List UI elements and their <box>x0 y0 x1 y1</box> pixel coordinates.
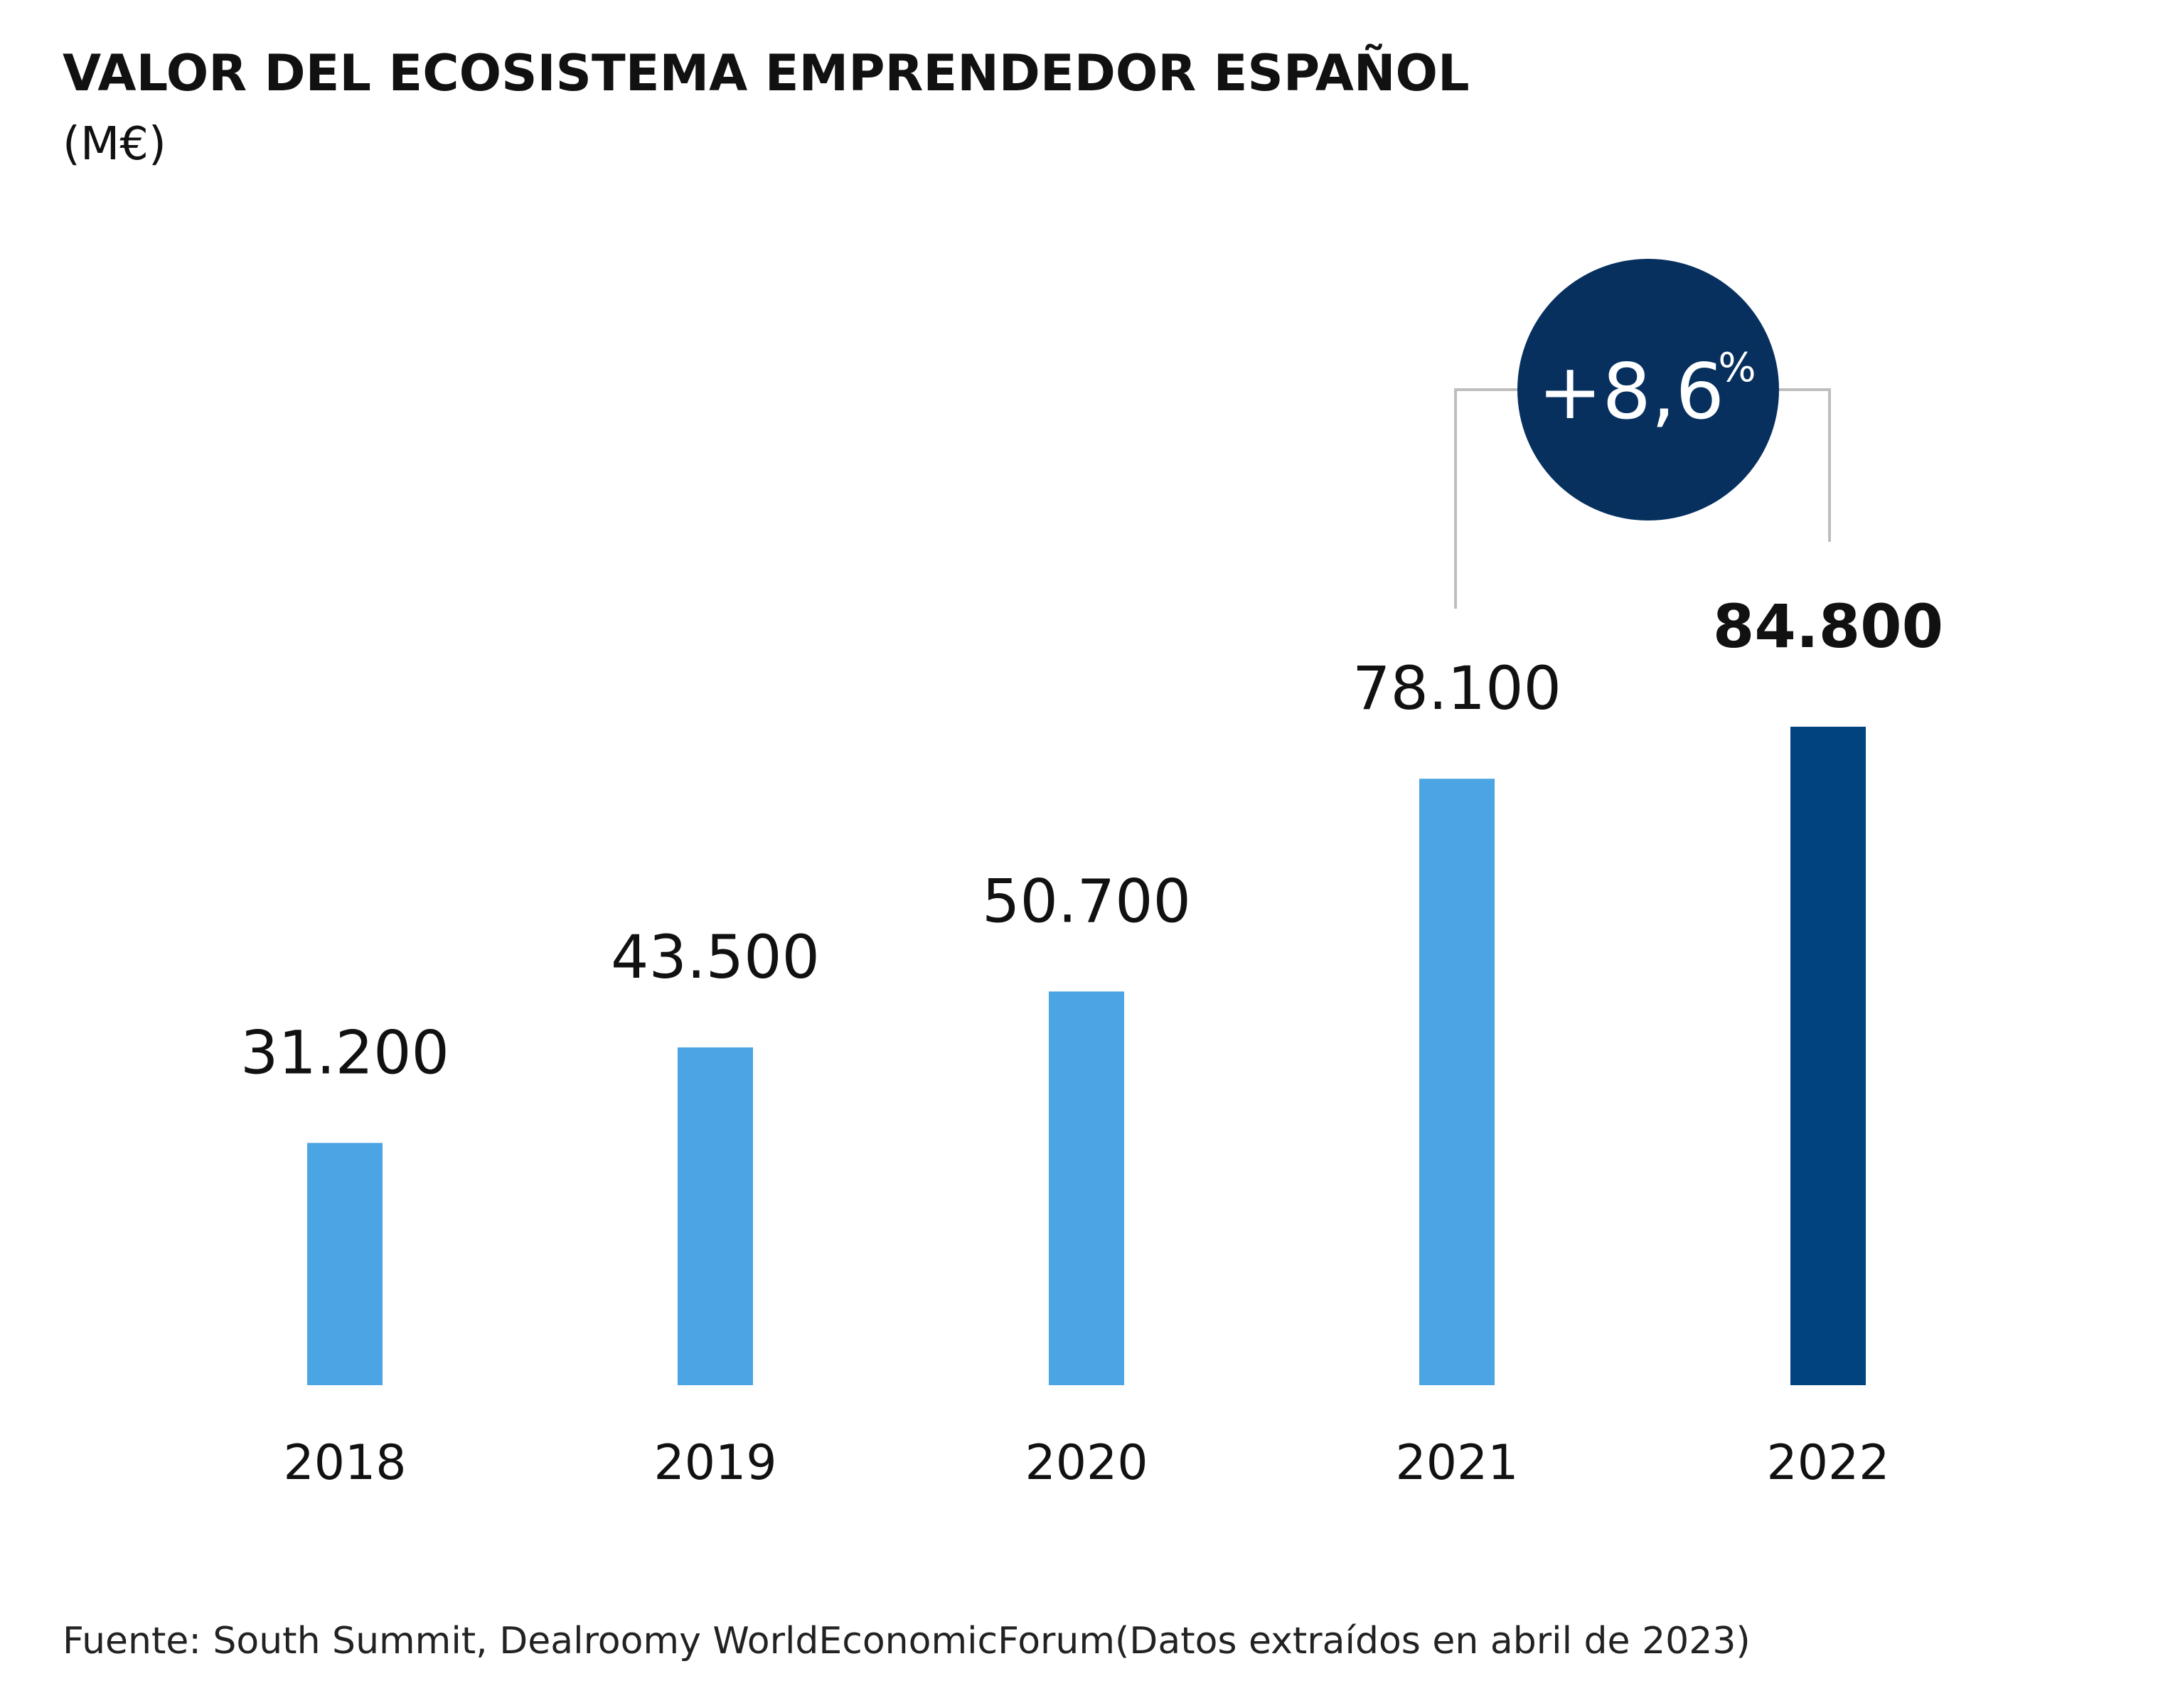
category-label-2021: 2021 <box>1395 1435 1518 1491</box>
category-label-2019: 2019 <box>653 1435 776 1491</box>
bar-2022 <box>1790 727 1866 1385</box>
category-label-2022: 2022 <box>1766 1435 1889 1491</box>
value-label-2022: 84.800 <box>1713 592 1943 661</box>
category-label-2018: 2018 <box>283 1435 406 1491</box>
value-label-2020: 50.700 <box>982 866 1191 936</box>
growth-badge-percent: % <box>1718 345 1756 391</box>
value-label-2019: 43.500 <box>611 922 820 992</box>
bar-2019 <box>678 1047 753 1385</box>
growth-badge <box>1517 259 1779 521</box>
bar-2018 <box>307 1143 383 1385</box>
growth-badge-value: +8,6 <box>1538 348 1724 437</box>
value-label-2018: 31.200 <box>240 1018 449 1087</box>
source-note: Fuente: South Summit, Dealroomy WorldEco… <box>63 1620 1751 1662</box>
value-label-2021: 78.100 <box>1352 653 1561 723</box>
category-label-2020: 2020 <box>1025 1435 1148 1491</box>
chart-title: VALOR DEL ECOSISTEMA EMPRENDEDOR ESPAÑOL <box>63 44 1470 102</box>
bar-2020 <box>1049 991 1124 1385</box>
chart-subtitle: (M€) <box>63 118 166 171</box>
bar-2021 <box>1419 779 1495 1385</box>
